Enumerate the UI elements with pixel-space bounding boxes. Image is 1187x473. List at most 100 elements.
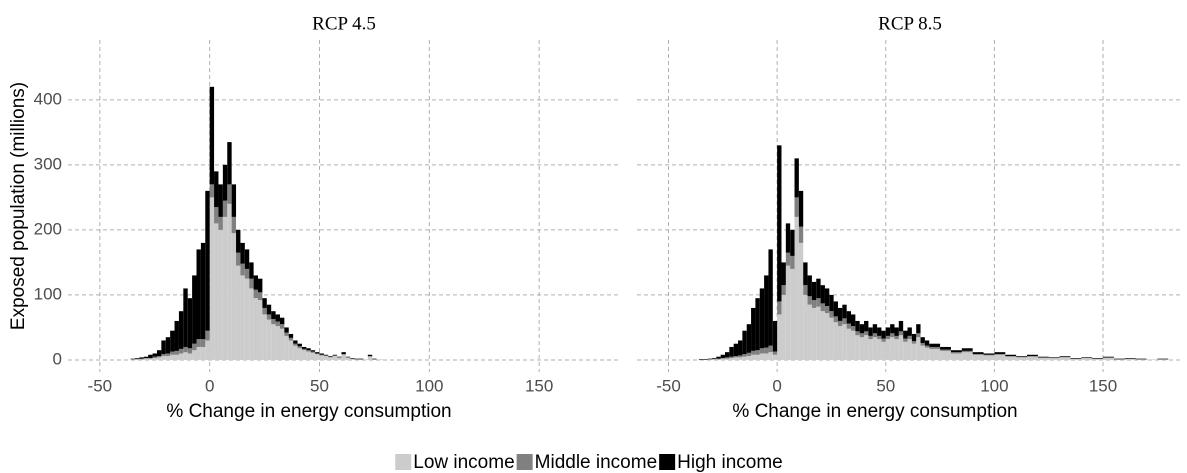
histogram-bar xyxy=(161,356,166,360)
histogram-bar xyxy=(807,304,812,360)
histogram-bar xyxy=(196,346,201,360)
histogram-bar xyxy=(711,358,717,359)
histogram-bar xyxy=(310,352,316,360)
histogram-bar xyxy=(1092,358,1104,360)
x-tick-label: 0 xyxy=(205,376,214,395)
histogram-bar xyxy=(183,288,188,347)
histogram-bar xyxy=(249,278,254,289)
histogram-bar xyxy=(729,356,734,359)
histogram-bar xyxy=(1059,357,1071,360)
histogram-bar xyxy=(130,358,135,360)
histogram-bar xyxy=(249,288,254,360)
histogram-bar xyxy=(359,358,364,360)
histogram-bar xyxy=(174,320,179,351)
histogram-bar xyxy=(148,354,153,359)
histogram-bar xyxy=(972,354,984,360)
histogram-bar xyxy=(846,328,852,360)
histogram-bar xyxy=(920,337,925,344)
histogram-bar xyxy=(811,281,817,301)
histogram-bar xyxy=(824,288,830,306)
histogram-bar xyxy=(152,358,157,360)
histogram-bar xyxy=(829,317,834,360)
histogram-bar xyxy=(1059,356,1071,358)
legend-swatch xyxy=(516,454,533,470)
histogram-bar xyxy=(1016,357,1027,360)
histogram-bar xyxy=(1016,356,1027,357)
histogram-bar xyxy=(859,324,865,334)
histogram-bar xyxy=(1059,356,1071,357)
histogram-bar xyxy=(205,340,210,360)
histogram-bar xyxy=(833,316,838,323)
histogram-bar xyxy=(363,359,368,360)
histogram-bar xyxy=(214,171,219,208)
histogram-bar xyxy=(994,354,1006,360)
histogram-bar xyxy=(350,358,355,360)
histogram-bar xyxy=(816,306,821,360)
histogram-bar xyxy=(209,184,215,198)
histogram-bar xyxy=(733,356,739,358)
histogram-bar xyxy=(707,359,712,360)
histogram-bar xyxy=(720,358,725,359)
histogram-bar xyxy=(751,354,756,360)
histogram-bar xyxy=(1124,358,1136,360)
histogram-bar xyxy=(293,340,298,344)
histogram-bar xyxy=(350,358,355,359)
histogram-bar xyxy=(165,353,171,357)
histogram-bar xyxy=(196,249,201,340)
histogram-bar xyxy=(192,275,197,344)
histogram-bar xyxy=(271,311,276,319)
histogram-bar xyxy=(178,348,184,354)
histogram-bar xyxy=(751,350,756,355)
histogram-bar xyxy=(833,301,838,317)
histogram-bar xyxy=(729,358,734,360)
histogram-bar xyxy=(1027,356,1038,360)
histogram-bar xyxy=(236,252,241,266)
histogram-bar xyxy=(885,335,891,340)
histogram-bar xyxy=(811,307,817,360)
histogram-bar xyxy=(236,229,241,253)
y-axis-title: Exposed population (millions) xyxy=(8,82,29,330)
legend-label: Middle income xyxy=(535,452,658,473)
histogram-bar xyxy=(293,345,298,360)
histogram-bar xyxy=(156,356,162,358)
histogram-bar xyxy=(864,331,869,336)
histogram-bar xyxy=(816,298,821,307)
histogram-bar xyxy=(227,142,232,185)
histogram-bar xyxy=(319,353,324,355)
histogram-bar xyxy=(707,358,712,360)
histogram-bar xyxy=(859,337,865,360)
histogram-bar xyxy=(271,324,276,360)
histogram-bar xyxy=(1027,356,1038,357)
histogram-bar xyxy=(354,358,360,360)
histogram-bar xyxy=(328,357,333,360)
histogram-bar xyxy=(859,333,865,338)
histogram-bar xyxy=(983,353,995,355)
histogram-bar xyxy=(755,350,760,355)
histogram-bar xyxy=(231,233,237,360)
histogram-bar xyxy=(950,352,962,354)
histogram-bar xyxy=(227,184,232,204)
histogram-bar xyxy=(1037,356,1049,358)
histogram-bar xyxy=(258,292,263,301)
histogram-bar xyxy=(139,357,144,359)
histogram-bar xyxy=(284,332,289,336)
histogram-bar xyxy=(746,356,752,360)
histogram-bar xyxy=(337,356,342,358)
histogram-bar xyxy=(266,304,272,315)
histogram-bar xyxy=(258,300,263,360)
histogram-bar xyxy=(279,317,285,325)
histogram-bar xyxy=(846,323,852,329)
histogram-bar xyxy=(209,86,215,185)
histogram-bar xyxy=(890,333,895,338)
histogram-bar xyxy=(1048,357,1060,359)
histogram-bar xyxy=(345,357,351,360)
histogram-bar xyxy=(738,340,743,356)
histogram-bar xyxy=(143,358,149,359)
histogram-bar xyxy=(872,324,878,334)
histogram-bar xyxy=(961,348,973,351)
histogram-bar xyxy=(759,288,765,349)
histogram-bar xyxy=(170,354,175,360)
histogram-bar xyxy=(381,359,386,360)
histogram-bar xyxy=(253,275,259,290)
